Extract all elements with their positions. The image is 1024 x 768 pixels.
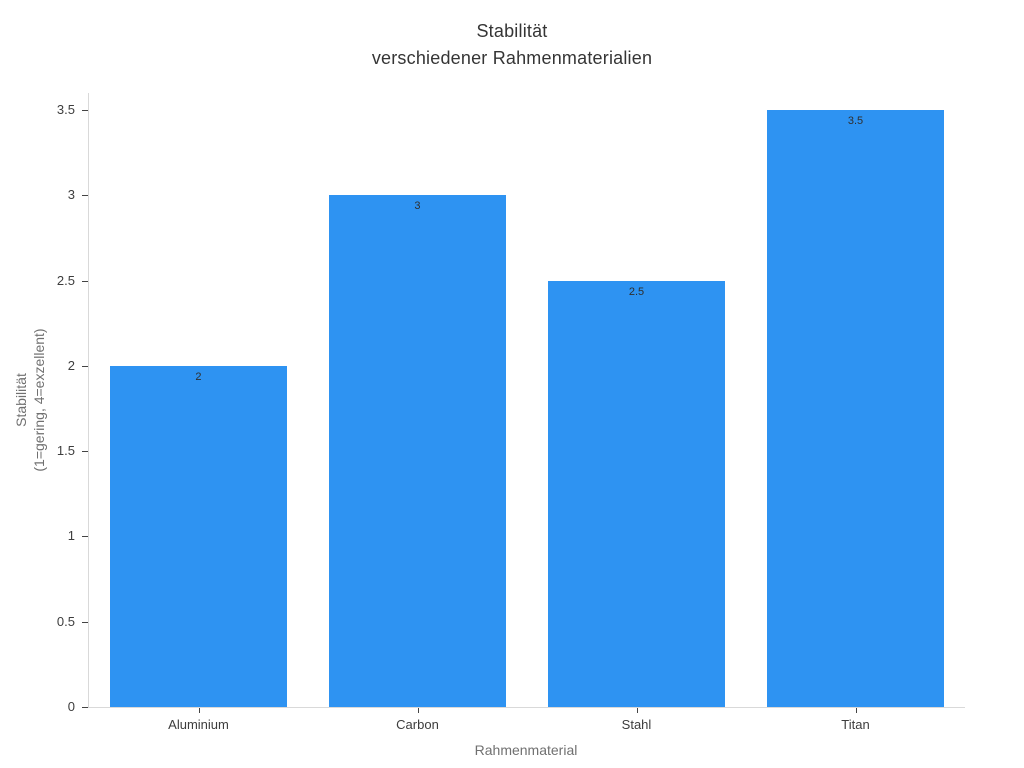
y-tick-label: 0 (67, 699, 75, 714)
x-tick-mark (636, 708, 638, 713)
y-tick-mark (82, 536, 88, 538)
y-tick-mark (82, 110, 88, 112)
x-tick-label-aluminium: Aluminium (168, 717, 229, 732)
bar-value-label-titan: 3.5 (847, 115, 864, 128)
x-tick-mark (417, 708, 419, 713)
bar-titan: 3.5 (766, 110, 945, 707)
y-tick-label: 3 (67, 187, 75, 203)
y-tick-mark (82, 195, 88, 197)
x-tick-mark (855, 708, 857, 713)
bar-value-label-aluminium: 2 (195, 370, 202, 383)
y-tick-mark (82, 451, 88, 453)
bar-aluminium: 2 (109, 365, 288, 707)
y-tick-mark (82, 621, 88, 623)
y-tick-mark (82, 365, 88, 367)
chart-title-line-2: verschiedener Rahmenmaterialien (371, 48, 653, 68)
x-tick-label-titan: Titan (841, 717, 870, 732)
bar-stahl: 2.5 (547, 280, 726, 707)
bar-value-label-stahl: 2.5 (628, 285, 645, 298)
y-tick-label: 2 (67, 357, 75, 373)
y-tick-mark (82, 707, 88, 708)
y-tick-label: 1.5 (56, 443, 75, 459)
x-tick-mark (198, 708, 200, 713)
bar-value-label-carbon: 3 (414, 200, 421, 213)
y-tick-label: 1 (67, 528, 75, 544)
y-tick-label: 2.5 (56, 272, 75, 288)
plot-area: 2 Aluminium 3 Carbon 2.5 Stahl 3.5 Titan 0 0.5 1 1.… (57, 93, 965, 732)
x-tick-label-carbon: Carbon (396, 717, 439, 732)
chart-title: Stabilität verschiedener Rahmenmateriali… (0, 18, 1024, 72)
x-tick-label-stahl: Stahl (621, 717, 652, 732)
bar-carbon: 3 (328, 195, 507, 707)
x-axis-title: Rahmenmaterial (474, 742, 578, 758)
y-tick-mark (82, 280, 88, 282)
chart-title-line-1: Stabilität (476, 21, 548, 41)
y-tick-label: 0.5 (56, 613, 75, 629)
y-tick-label: 3.5 (56, 102, 75, 118)
